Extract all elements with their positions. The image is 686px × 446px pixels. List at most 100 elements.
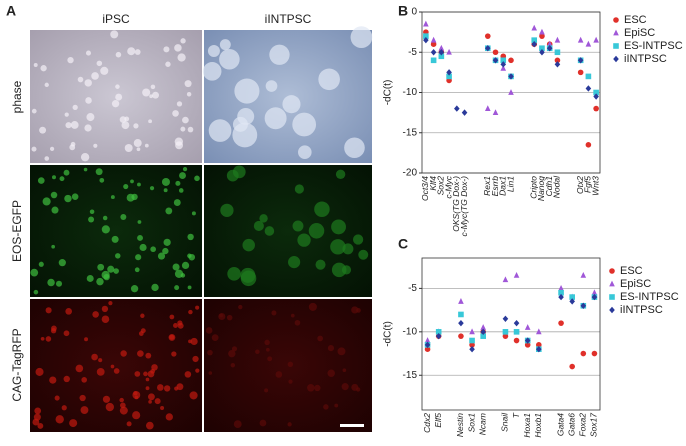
plot-frame (421, 257, 601, 411)
legend-label: EpiSC (624, 27, 655, 39)
point (524, 342, 531, 348)
cell (37, 422, 44, 429)
legend-label: EpiSC (620, 278, 651, 290)
cell (124, 144, 133, 152)
cell (55, 415, 64, 424)
cell (120, 213, 127, 220)
cell (33, 63, 38, 68)
cell (297, 233, 311, 247)
cell (134, 395, 139, 400)
point (469, 346, 475, 353)
cell (188, 253, 196, 261)
cell (211, 334, 219, 341)
cell (264, 339, 270, 346)
point (458, 298, 464, 304)
cell (259, 419, 267, 427)
cell (45, 336, 52, 342)
cell (69, 419, 78, 428)
point (454, 105, 460, 112)
cell (195, 305, 200, 310)
cell (31, 146, 37, 152)
cell (65, 308, 73, 315)
point (536, 328, 542, 335)
cell (287, 361, 294, 368)
cell (71, 193, 79, 200)
point (484, 105, 491, 111)
cell (83, 167, 88, 172)
cell (341, 265, 352, 275)
point (558, 285, 564, 291)
cell (228, 349, 236, 358)
cell (290, 313, 295, 318)
cell (233, 420, 242, 429)
point (554, 49, 561, 56)
cell (65, 122, 72, 129)
cell (156, 384, 164, 391)
point (424, 337, 431, 343)
cell (111, 235, 119, 243)
point (435, 329, 442, 335)
cell (271, 310, 277, 316)
cell (111, 100, 120, 108)
cell (110, 30, 119, 39)
cell (85, 50, 92, 56)
point (423, 33, 429, 39)
point (531, 37, 538, 43)
cell (259, 214, 268, 223)
panel-label: A (6, 3, 16, 19)
cell (174, 137, 184, 146)
cell (70, 121, 79, 129)
point (484, 45, 491, 52)
cell (98, 358, 103, 363)
cell (108, 301, 113, 306)
cell (298, 145, 312, 160)
cell (137, 182, 141, 187)
cell (342, 243, 354, 255)
cell (314, 384, 321, 392)
cell (264, 107, 287, 130)
point (500, 61, 507, 68)
cell (44, 82, 49, 88)
point (469, 342, 475, 348)
cell (275, 371, 283, 378)
point (502, 276, 509, 283)
point (585, 73, 592, 80)
cell (255, 349, 260, 355)
cell (145, 421, 154, 430)
cell (341, 383, 349, 391)
cell (267, 356, 273, 362)
point (438, 49, 445, 56)
cell (232, 122, 258, 148)
cell (138, 331, 144, 336)
x-tick-label: c-Myc (443, 175, 453, 198)
cell (294, 319, 301, 326)
cell (93, 143, 98, 148)
cell (107, 265, 115, 273)
cell (292, 220, 304, 232)
cell (135, 254, 142, 261)
point (500, 64, 507, 71)
cell (147, 370, 155, 378)
cell (165, 61, 171, 67)
x-tick-label: Gata6 (566, 413, 576, 436)
cell (174, 285, 180, 291)
cell (84, 124, 92, 132)
cell (103, 273, 110, 281)
cell (150, 84, 156, 90)
cell (282, 95, 301, 114)
point (430, 57, 437, 64)
cell (120, 350, 127, 357)
point (580, 350, 587, 357)
y-axis-label: -dC(t) (383, 80, 394, 106)
cell (308, 302, 317, 311)
x-tick-label: T (511, 412, 521, 418)
cell (226, 314, 233, 321)
cell (173, 323, 178, 328)
point (580, 302, 587, 309)
cell (130, 179, 134, 184)
cell (189, 391, 198, 400)
cell (95, 168, 103, 176)
point (558, 289, 564, 296)
cell (147, 393, 155, 401)
cell (119, 397, 124, 403)
